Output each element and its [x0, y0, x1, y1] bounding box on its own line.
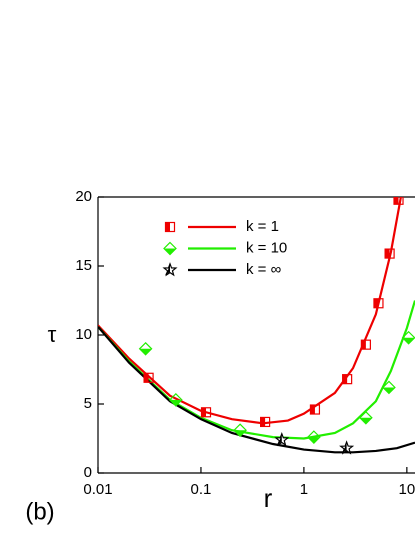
panel-label: (b)	[25, 498, 54, 525]
marker-fill	[307, 437, 320, 444]
y-tick-label: 0	[84, 464, 92, 481]
marker-fill	[165, 264, 170, 275]
marker-outline	[342, 374, 353, 385]
marker	[384, 248, 395, 259]
marker-fill	[276, 433, 282, 445]
marker-fill	[260, 417, 266, 427]
marker-fill	[144, 373, 149, 383]
marker-fill	[373, 298, 379, 308]
marker-outline	[200, 407, 212, 418]
x-axis-label: r	[264, 483, 273, 513]
marker-fill	[165, 222, 170, 232]
y-tick-label: 15	[75, 257, 92, 274]
marker-fill	[164, 248, 176, 255]
marker-fill	[394, 197, 399, 205]
marker	[342, 374, 353, 385]
x-tick-label: 0.1	[191, 481, 212, 498]
marker-fill	[139, 348, 152, 355]
marker-fill	[359, 417, 372, 424]
legend-marker	[164, 221, 176, 233]
x-tick-label: 0.01	[83, 481, 112, 498]
marker-outline	[384, 248, 395, 259]
marker	[309, 404, 321, 415]
marker-outline	[360, 339, 371, 350]
marker-outline	[274, 431, 290, 447]
marker	[200, 407, 212, 418]
marker	[339, 440, 355, 455]
x-tick-label: 1	[300, 481, 308, 498]
marker-outline	[307, 430, 321, 444]
marker	[382, 380, 396, 395]
marker-outline	[164, 221, 176, 233]
marker	[307, 430, 321, 444]
legend-marker	[162, 262, 178, 277]
marker-fill	[342, 374, 348, 384]
fit-line	[98, 197, 403, 425]
marker-outline	[168, 393, 183, 407]
marker-outline	[138, 341, 153, 356]
marker	[393, 197, 404, 205]
marker-fill	[169, 399, 182, 406]
marker	[360, 339, 371, 350]
marker	[373, 298, 384, 309]
marker-fill	[402, 337, 415, 344]
marker-outline	[382, 380, 396, 395]
marker	[138, 341, 153, 356]
plot-area	[98, 197, 415, 455]
marker-fill	[310, 405, 315, 415]
legend-label: k = 10	[246, 239, 287, 256]
marker	[143, 372, 154, 383]
marker	[233, 423, 247, 438]
marker-fill	[382, 387, 395, 394]
marker-outline	[163, 241, 177, 256]
marker-fill	[201, 407, 207, 417]
marker-outline	[359, 410, 373, 425]
marker	[359, 410, 373, 425]
y-tick-label: 5	[84, 395, 92, 412]
marker	[401, 330, 415, 345]
fit-line	[98, 326, 415, 454]
legend-marker	[163, 241, 177, 256]
marker	[260, 416, 271, 428]
y-tick-label: 10	[75, 326, 92, 343]
legend-label: k = ∞	[246, 261, 282, 278]
marker-outline	[143, 372, 154, 383]
marker-fill	[385, 249, 390, 259]
marker	[274, 431, 290, 447]
marker-fill	[234, 430, 247, 437]
marker-outline	[233, 423, 247, 438]
marker-fill	[361, 340, 366, 350]
marker-outline	[393, 197, 404, 205]
marker-outline	[309, 404, 321, 415]
marker-fill	[341, 442, 347, 454]
legend-label: k = 1	[246, 218, 279, 235]
y-tick-label: 20	[75, 188, 92, 205]
y-axis-label: τ	[48, 322, 57, 347]
marker-outline	[373, 298, 384, 309]
marker	[168, 393, 183, 407]
marker-outline	[260, 416, 271, 428]
x-tick-label: 10	[399, 481, 415, 498]
marker-outline	[401, 330, 415, 345]
